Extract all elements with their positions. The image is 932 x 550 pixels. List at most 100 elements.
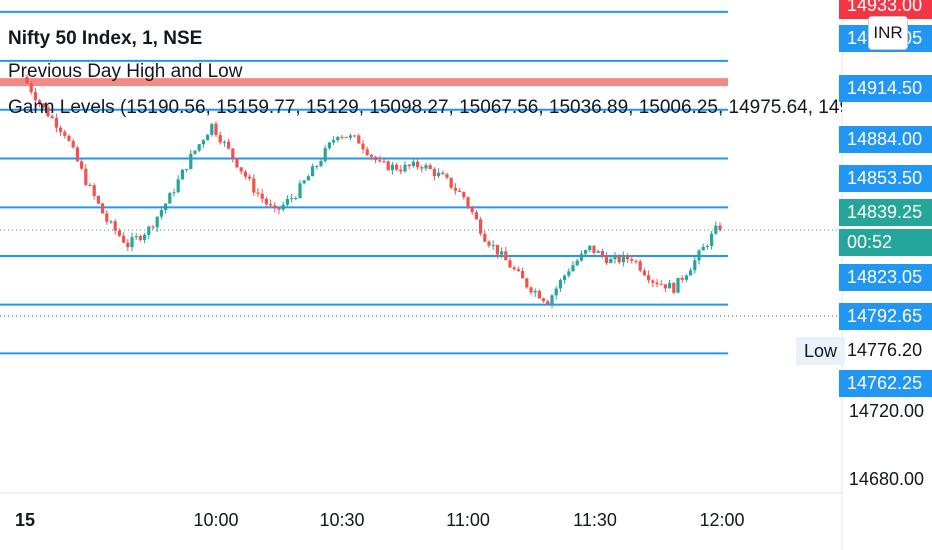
candle-down [340, 136, 344, 138]
candle-up [164, 203, 168, 211]
candle-down [248, 176, 252, 179]
candle-up [554, 288, 558, 296]
candle-down [546, 301, 550, 305]
indicator-legend-prev-day[interactable]: Previous Day High and Low [8, 61, 243, 82]
price-badge-gann-14853: 14853.50 [839, 165, 932, 192]
candle-down [264, 198, 268, 205]
candle-down [365, 149, 369, 156]
candle-down [113, 221, 117, 231]
candle-down [529, 287, 533, 293]
candle-down [214, 123, 218, 136]
candle-up [206, 134, 210, 141]
candle-up [571, 265, 575, 272]
candle-up [684, 275, 688, 280]
candle-down [638, 261, 642, 271]
candle-up [621, 255, 625, 263]
candle-down [227, 141, 231, 149]
candle-down [92, 185, 96, 196]
candle-down [470, 206, 474, 213]
price-badge-gann-14914: 14914.50 [839, 75, 932, 102]
price-badge-prev-low: 14776.20 [839, 337, 932, 364]
candle-down [353, 135, 357, 137]
countdown-badge: 00:52 [839, 229, 932, 256]
candle-up [697, 250, 701, 261]
candle-up [689, 270, 693, 276]
candle-down [495, 244, 499, 255]
price-badge-gann-14762: 14762.25 [839, 370, 932, 397]
candle-down [508, 260, 512, 268]
time-tick-1100: 11:00 [446, 510, 490, 530]
candle-down [75, 147, 79, 162]
candles [25, 74, 722, 309]
candle-down [96, 195, 100, 204]
candle-down [663, 284, 667, 289]
candle-up [558, 280, 562, 289]
candle-down [378, 160, 382, 162]
candle-down [382, 161, 386, 163]
candle-up [348, 135, 352, 138]
candle-down [718, 225, 722, 231]
candle-up [134, 236, 138, 238]
price-badge-gann-14823: 14823.05 [839, 264, 932, 291]
candle-down [33, 92, 37, 101]
candle-up [390, 164, 394, 171]
candle-down [659, 284, 663, 286]
candle-down [38, 100, 42, 104]
candle-down [273, 205, 277, 209]
candle-down [525, 278, 529, 288]
candle-up [281, 204, 285, 210]
candle-up [168, 193, 172, 204]
candle-down [504, 251, 508, 261]
candle-down [386, 161, 390, 171]
candle-up [579, 253, 583, 261]
candle-up [575, 260, 579, 266]
candle-down [441, 172, 445, 175]
candle-up [668, 282, 672, 289]
time-tick-1200: 12:00 [699, 510, 745, 530]
candle-down [416, 161, 420, 168]
candle-down [101, 203, 105, 214]
candle-up [285, 198, 289, 205]
candle-down [432, 168, 436, 177]
price-tick-14720: 14720.00 [848, 401, 924, 421]
candle-down [672, 282, 676, 293]
indicator-legend-gann[interactable]: Gann Levels (15190.56, 15159.77, 15129, … [8, 97, 842, 118]
candle-up [403, 164, 407, 172]
candle-down [399, 169, 403, 172]
candle-down [256, 192, 260, 194]
candle-down [600, 251, 604, 256]
candle-down [479, 219, 483, 234]
candle-up [567, 271, 571, 276]
symbol-legend[interactable]: Nifty 50 Index, 1, NSE [8, 28, 203, 49]
candle-up [193, 150, 197, 154]
candle-up [290, 198, 294, 200]
candle-down [105, 213, 109, 222]
candle-down [592, 245, 596, 253]
candle-down [462, 191, 466, 198]
candle-down [361, 143, 365, 150]
candle-down [521, 271, 525, 279]
candle-down [680, 277, 684, 280]
candle-down [407, 164, 411, 167]
candle-down [67, 135, 71, 141]
candle-down [80, 161, 84, 169]
price-badge-prev-high: 14933.00 [839, 0, 932, 19]
candle-up [323, 148, 327, 162]
candle-up [596, 251, 600, 253]
candle-down [647, 275, 651, 281]
candle-up [491, 244, 495, 246]
candle-up [298, 183, 302, 199]
candle-down [449, 177, 453, 188]
candle-down [138, 236, 142, 240]
candle-up [189, 153, 193, 169]
candle-down [487, 241, 491, 246]
candle-down [428, 165, 432, 169]
candle-down [651, 280, 655, 283]
candle-up [306, 176, 310, 181]
candle-up [336, 136, 340, 141]
candle-down [512, 267, 516, 270]
candle-down [63, 131, 67, 136]
candle-up [701, 247, 705, 251]
currency-button[interactable]: INR [868, 16, 908, 50]
